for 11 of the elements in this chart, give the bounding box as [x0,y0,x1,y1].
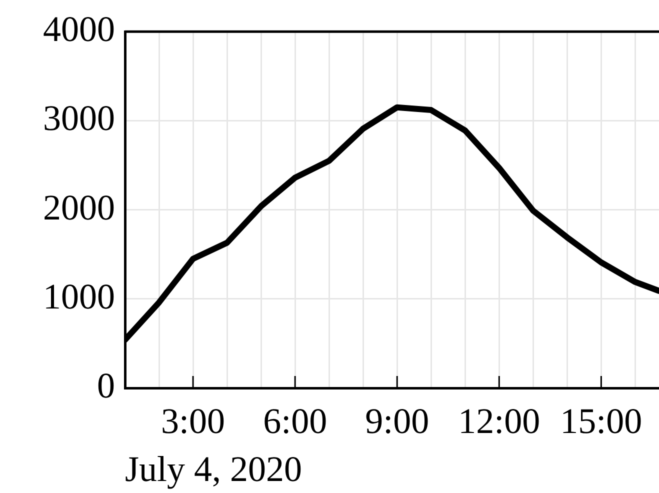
y-tick-label: 4000 [43,9,115,50]
y-tick-label: 3000 [43,98,115,138]
x-tick-label: 15:00 [560,401,642,442]
y-tick-label: 0 [97,365,115,406]
x-tick-label: 9:00 [365,401,430,442]
x-axis-title: July 4, 2020 [125,448,302,489]
y-tick-label: 2000 [43,187,115,228]
x-tick-label: 3:00 [161,401,226,442]
x-tick-label: 6:00 [263,401,328,442]
x-tick-label: 12:00 [458,401,540,442]
y-tick-label: 1000 [43,276,115,316]
